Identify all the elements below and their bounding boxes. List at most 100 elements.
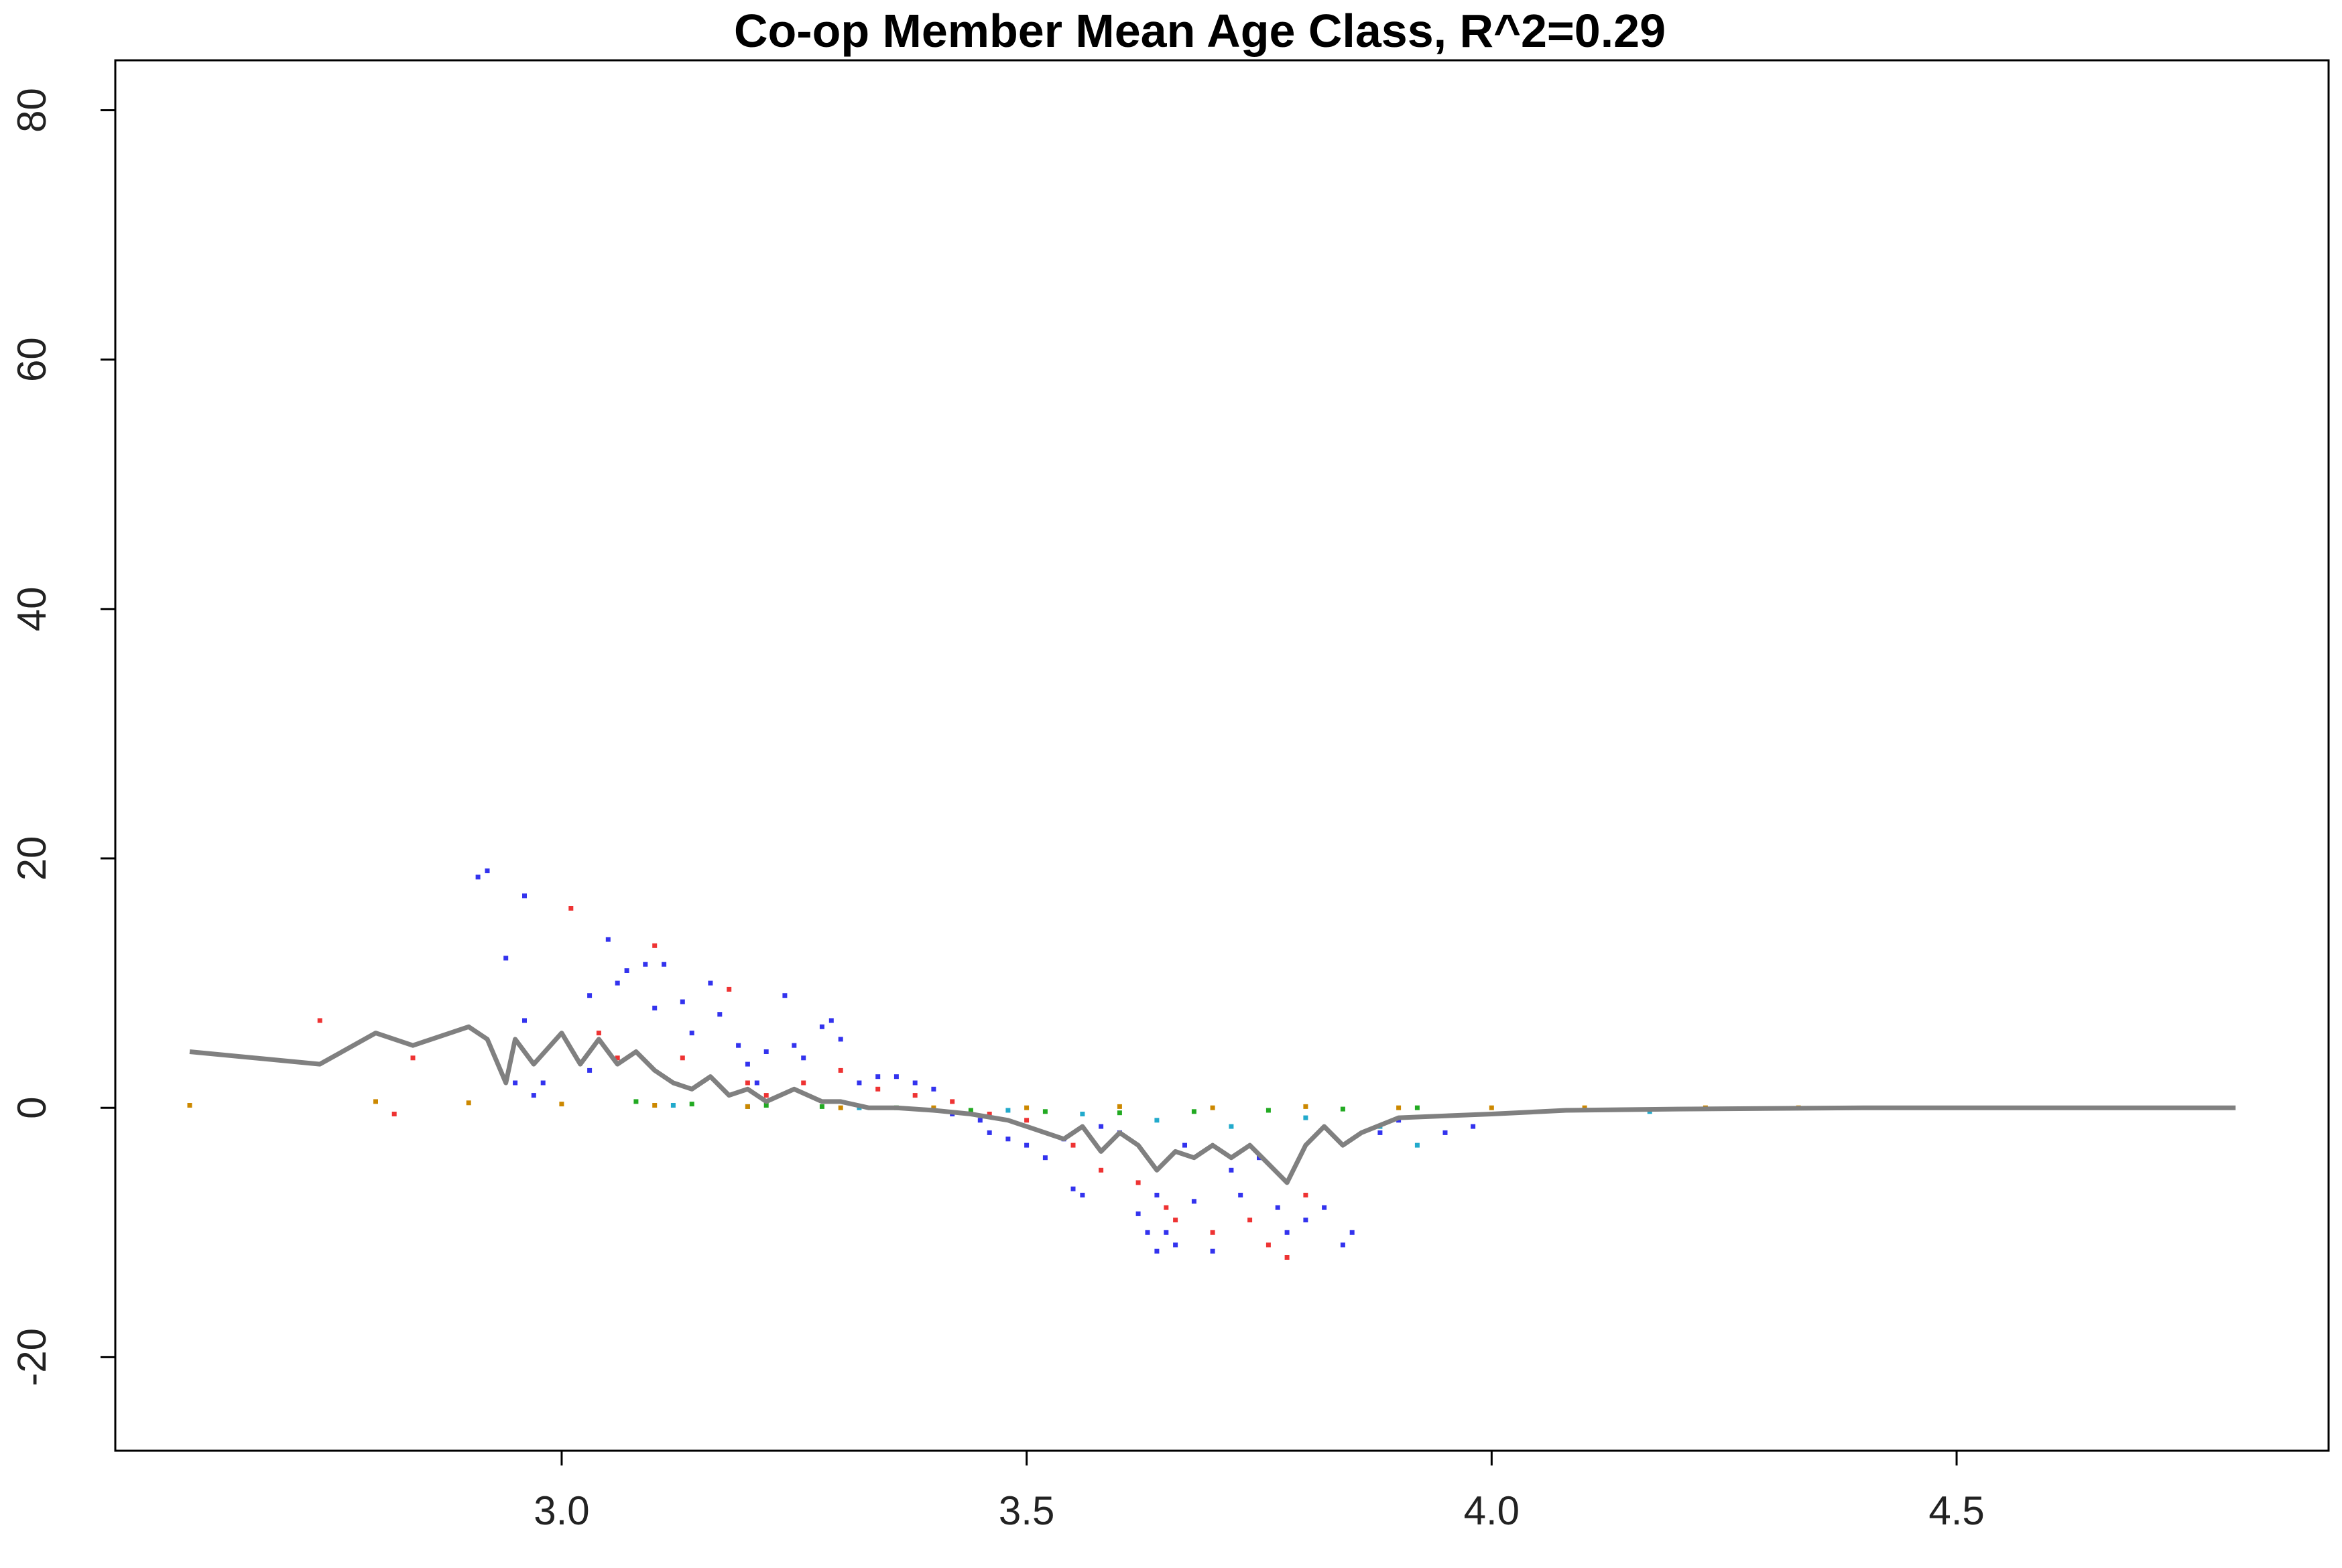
data-point: [1396, 1105, 1402, 1110]
data-point: [763, 1103, 769, 1108]
data-point: [1117, 1104, 1122, 1109]
chart-title: Co-op Member Mean Age Class, R^2=0.29: [734, 5, 1666, 57]
data-point: [1070, 1186, 1076, 1191]
data-point: [522, 893, 527, 899]
data-point: [1145, 1230, 1150, 1235]
data-point: [1303, 1193, 1308, 1197]
data-point: [1340, 1106, 1345, 1112]
data-point: [1191, 1199, 1196, 1204]
data-point: [680, 999, 685, 1004]
data-point: [391, 1112, 397, 1116]
data-point: [587, 1067, 593, 1073]
data-point: [1024, 1118, 1030, 1123]
data-point: [1303, 1115, 1308, 1120]
data-point: [1070, 1142, 1076, 1148]
data-point: [763, 1049, 769, 1054]
data-point: [819, 1024, 824, 1029]
data-point: [1099, 1167, 1104, 1173]
data-point: [1080, 1112, 1085, 1116]
data-point: [1284, 1230, 1290, 1235]
data-point: [1173, 1218, 1178, 1223]
data-point: [987, 1112, 992, 1116]
data-point: [838, 1067, 843, 1073]
data-point: [745, 1104, 750, 1109]
trend-line: [189, 1024, 2236, 1185]
data-point: [1210, 1105, 1215, 1110]
data-point: [931, 1086, 936, 1092]
data-point: [1154, 1248, 1160, 1254]
data-point: [1154, 1118, 1160, 1123]
y-tick-label: 20: [9, 836, 54, 881]
data-point: [652, 1103, 658, 1108]
data-point: [466, 1100, 471, 1106]
data-point: [540, 1080, 546, 1086]
data-point: [680, 1055, 685, 1061]
data-point: [1182, 1142, 1187, 1148]
y-tick-label: 0: [9, 1097, 54, 1119]
data-point: [531, 1093, 536, 1098]
x-axis: 3.0 3.5 4.0 4.5: [534, 1449, 1985, 1533]
x-tick-label: 3.0: [534, 1488, 589, 1533]
data-point: [1471, 1124, 1476, 1129]
data-point: [615, 980, 620, 986]
data-point: [1303, 1104, 1308, 1109]
data-point: [745, 1080, 750, 1086]
x-tick-label: 3.5: [999, 1488, 1054, 1533]
data-point: [792, 1043, 797, 1048]
data-point: [1210, 1248, 1215, 1254]
data-point: [605, 937, 611, 942]
data-point: [875, 1074, 881, 1080]
data-point: [1154, 1193, 1160, 1197]
data-point: [950, 1099, 955, 1104]
data-point: [1042, 1109, 1048, 1114]
data-point: [819, 1104, 824, 1109]
data-point: [727, 986, 732, 992]
data-point: [1080, 1193, 1085, 1197]
data-point: [828, 1018, 834, 1023]
data-point: [1340, 1242, 1345, 1248]
data-point: [1414, 1142, 1420, 1148]
data-point: [317, 1018, 322, 1023]
data-point: [1303, 1218, 1308, 1223]
data-point: [875, 1086, 881, 1092]
data-point: [670, 1103, 676, 1108]
data-point: [1164, 1230, 1169, 1235]
data-point: [736, 1043, 741, 1048]
data-point: [1489, 1105, 1494, 1110]
data-point: [857, 1080, 862, 1086]
data-point: [782, 993, 788, 998]
data-point: [1229, 1124, 1234, 1129]
data-point: [1210, 1230, 1215, 1235]
data-point: [1024, 1105, 1030, 1110]
data-point: [689, 1102, 694, 1107]
data-point: [1117, 1110, 1122, 1116]
data-point: [708, 980, 713, 986]
data-point: [763, 1093, 769, 1098]
data-point: [1414, 1105, 1420, 1110]
data-point: [1275, 1205, 1280, 1210]
data-point: [1135, 1211, 1141, 1216]
data-point: [801, 1080, 806, 1086]
y-tick-label: -20: [9, 1328, 54, 1386]
data-point: [1229, 1167, 1234, 1173]
data-point: [1247, 1218, 1253, 1223]
data-point: [754, 1080, 759, 1086]
data-point: [801, 1055, 806, 1061]
data-point: [559, 1102, 564, 1107]
data-point: [912, 1080, 918, 1086]
data-point: [1322, 1205, 1327, 1210]
data-point: [1284, 1255, 1290, 1260]
x-tick-label: 4.5: [1928, 1488, 1984, 1533]
data-point: [745, 1061, 750, 1067]
data-point: [1042, 1155, 1048, 1161]
data-point: [373, 1099, 378, 1104]
data-point: [1005, 1136, 1011, 1142]
data-point: [513, 1080, 518, 1086]
data-point: [643, 962, 648, 967]
y-tick-label: 60: [9, 337, 54, 382]
data-point: [1442, 1130, 1448, 1135]
data-point: [187, 1103, 192, 1108]
data-point: [931, 1105, 936, 1110]
data-point: [652, 1005, 658, 1010]
